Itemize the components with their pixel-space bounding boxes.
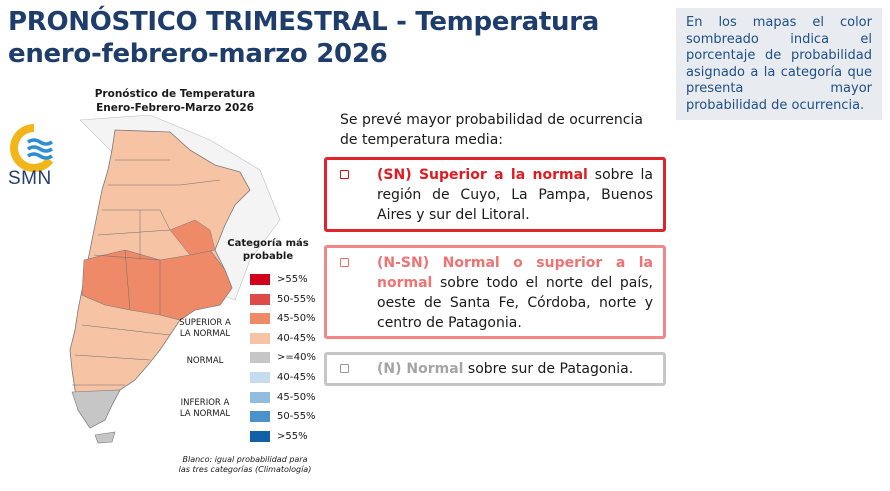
forecast-text: sobre todo el norte del país, oeste de S…: [377, 275, 653, 331]
legend-group-superior-line2: LA NORMAL: [179, 329, 231, 339]
legend-group-normal: NORMAL: [186, 356, 224, 366]
legend-label: >=40%: [277, 352, 316, 364]
forecast-superior-box: (SN) Superior a la normal sobre la regió…: [324, 157, 666, 232]
smn-logo-icon: [10, 124, 54, 172]
legend-group-superior: SUPERIOR A LA NORMAL: [165, 318, 245, 340]
legend-swatch: [249, 351, 271, 365]
page-title-line1: PRONÓSTICO TRIMESTRAL - Temperatura: [8, 7, 599, 37]
forecast-text: sobre sur de Patagonia.: [463, 361, 634, 377]
checkbox-icon: [340, 170, 349, 179]
legend-group-inferior-line1: INFERIOR A: [180, 398, 230, 408]
legend-group-superior-line1: SUPERIOR A: [179, 318, 231, 328]
forecast-normal-superior-box: (N-SN) Normal o superior a la normal sob…: [324, 245, 666, 339]
map-footnote-line1: Blanco: igual probabilidad para: [182, 455, 308, 464]
forecast-normal-box: (N) Normal sobre sur de Patagonia.: [324, 352, 666, 386]
legend-title-line1: Categoría más: [227, 238, 309, 249]
forecast-category: (N-SN) Normal o superior a la normal: [377, 255, 653, 291]
legend-label: 45-50%: [277, 313, 316, 325]
forecast-text: sobre la región de Cuyo, La Pampa, Bueno…: [377, 167, 653, 223]
legend-swatch: [249, 292, 271, 306]
forecast-intro: Se prevé mayor probabilidad de ocurrenci…: [340, 112, 643, 148]
map-footnote-line2: las tres categorías (Climatología): [178, 465, 312, 474]
legend-swatch: [249, 312, 271, 326]
page-title-line2: enero-febrero-marzo 2026: [8, 39, 388, 69]
legend-label: 50-55%: [277, 411, 316, 423]
superior-45-50-litoral: [169, 219, 216, 256]
argentina-forecast-map: [69, 114, 281, 444]
map-title-line1: Pronóstico de Temperatura: [94, 88, 256, 100]
forecast-category: (SN) Superior a la normal: [377, 167, 588, 183]
legend-label: 40-45%: [277, 372, 316, 383]
legend-label: >55%: [277, 430, 308, 442]
checkbox-icon: [340, 364, 349, 373]
legend-title-line2: probable: [242, 251, 294, 262]
legend-swatch: [249, 410, 271, 424]
legend-group-inferior-line2: LA NORMAL: [179, 409, 231, 419]
smn-logo-text: SMN: [8, 168, 52, 189]
legend-label: >55%: [277, 274, 308, 285]
map-footnote: Blanco: igual probabilidad para las tres…: [170, 455, 320, 475]
legend-swatch: [249, 273, 271, 286]
legend-label: 50-55%: [277, 293, 316, 305]
map-title-line2: Enero-Febrero-Marzo 2026: [96, 102, 254, 114]
map-explanation-note: En los mapas el color sombreado indica e…: [676, 8, 882, 120]
forecast-category: (N) Normal: [377, 361, 464, 377]
page-title: PRONÓSTICO TRIMESTRAL - Temperatura ener…: [8, 6, 648, 70]
superior-45-50-area: [81, 249, 233, 321]
legend-swatch: [249, 390, 271, 404]
checkbox-icon: [340, 258, 349, 267]
legend-label: 45-50%: [277, 391, 316, 403]
legend-swatch: [249, 371, 271, 384]
normal-area: [71, 389, 121, 429]
legend-label: 40-45%: [277, 332, 316, 344]
legend-title: Categoría más probable: [226, 237, 310, 263]
legend-group-inferior: INFERIOR A LA NORMAL: [165, 398, 245, 420]
legend-swatch: [249, 331, 271, 345]
map-title: Pronóstico de Temperatura Enero-Febrero-…: [50, 87, 300, 115]
legend-swatch: [249, 429, 271, 443]
